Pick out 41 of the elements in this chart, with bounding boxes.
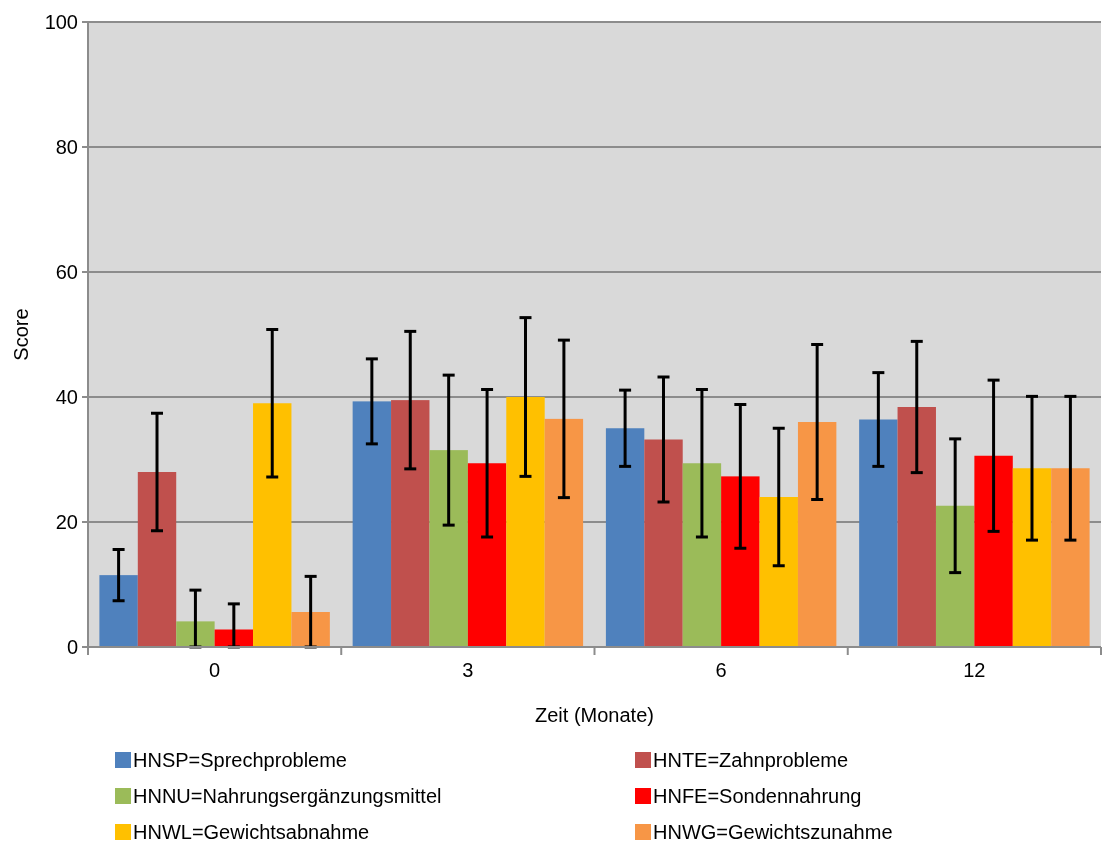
x-tick-label: 6 — [715, 659, 727, 681]
y-tick-label: 60 — [55, 261, 78, 283]
legend-label: HNWL=Gewichtsabnahme — [133, 821, 370, 843]
x-tick-label: 3 — [462, 659, 474, 681]
x-tick-label: 0 — [209, 659, 221, 681]
bar — [352, 401, 392, 647]
bar — [391, 400, 430, 647]
bar — [974, 455, 1013, 647]
bar — [429, 450, 468, 647]
y-tick-label: 0 — [66, 636, 78, 658]
bar — [897, 407, 936, 647]
bar — [253, 403, 292, 647]
bar — [721, 476, 760, 647]
bar — [176, 621, 215, 647]
bar — [1051, 468, 1090, 647]
legend-label: HNSP=Sprechprobleme — [133, 749, 347, 771]
y-axis-title: Score — [10, 308, 32, 361]
legend-label: HNFE=Sondennahrung — [653, 785, 862, 807]
y-tick-label: 40 — [55, 386, 78, 408]
bar — [682, 463, 722, 647]
x-tick-label: 12 — [963, 659, 986, 681]
bar — [467, 463, 507, 647]
bar — [99, 575, 138, 647]
bar — [935, 505, 975, 647]
y-tick-label: 100 — [44, 11, 78, 33]
bar — [1012, 468, 1052, 647]
legend-label: HNTE=Zahnprobleme — [653, 749, 849, 771]
bar — [859, 419, 898, 647]
x-axis-title: Zeit (Monate) — [535, 704, 654, 726]
bar — [605, 428, 645, 647]
bar — [506, 397, 545, 647]
bar — [291, 612, 330, 647]
bar — [797, 422, 837, 647]
bar — [544, 418, 584, 647]
y-tick-label: 20 — [55, 511, 78, 533]
bar — [644, 439, 683, 647]
bar — [137, 472, 177, 647]
bar — [759, 497, 798, 647]
legend-label: HNNU=Nahrungsergänzungsmittel — [133, 785, 442, 807]
legend-label: HNWG=Gewichtszunahme — [653, 821, 893, 843]
y-tick-label: 80 — [55, 136, 78, 158]
